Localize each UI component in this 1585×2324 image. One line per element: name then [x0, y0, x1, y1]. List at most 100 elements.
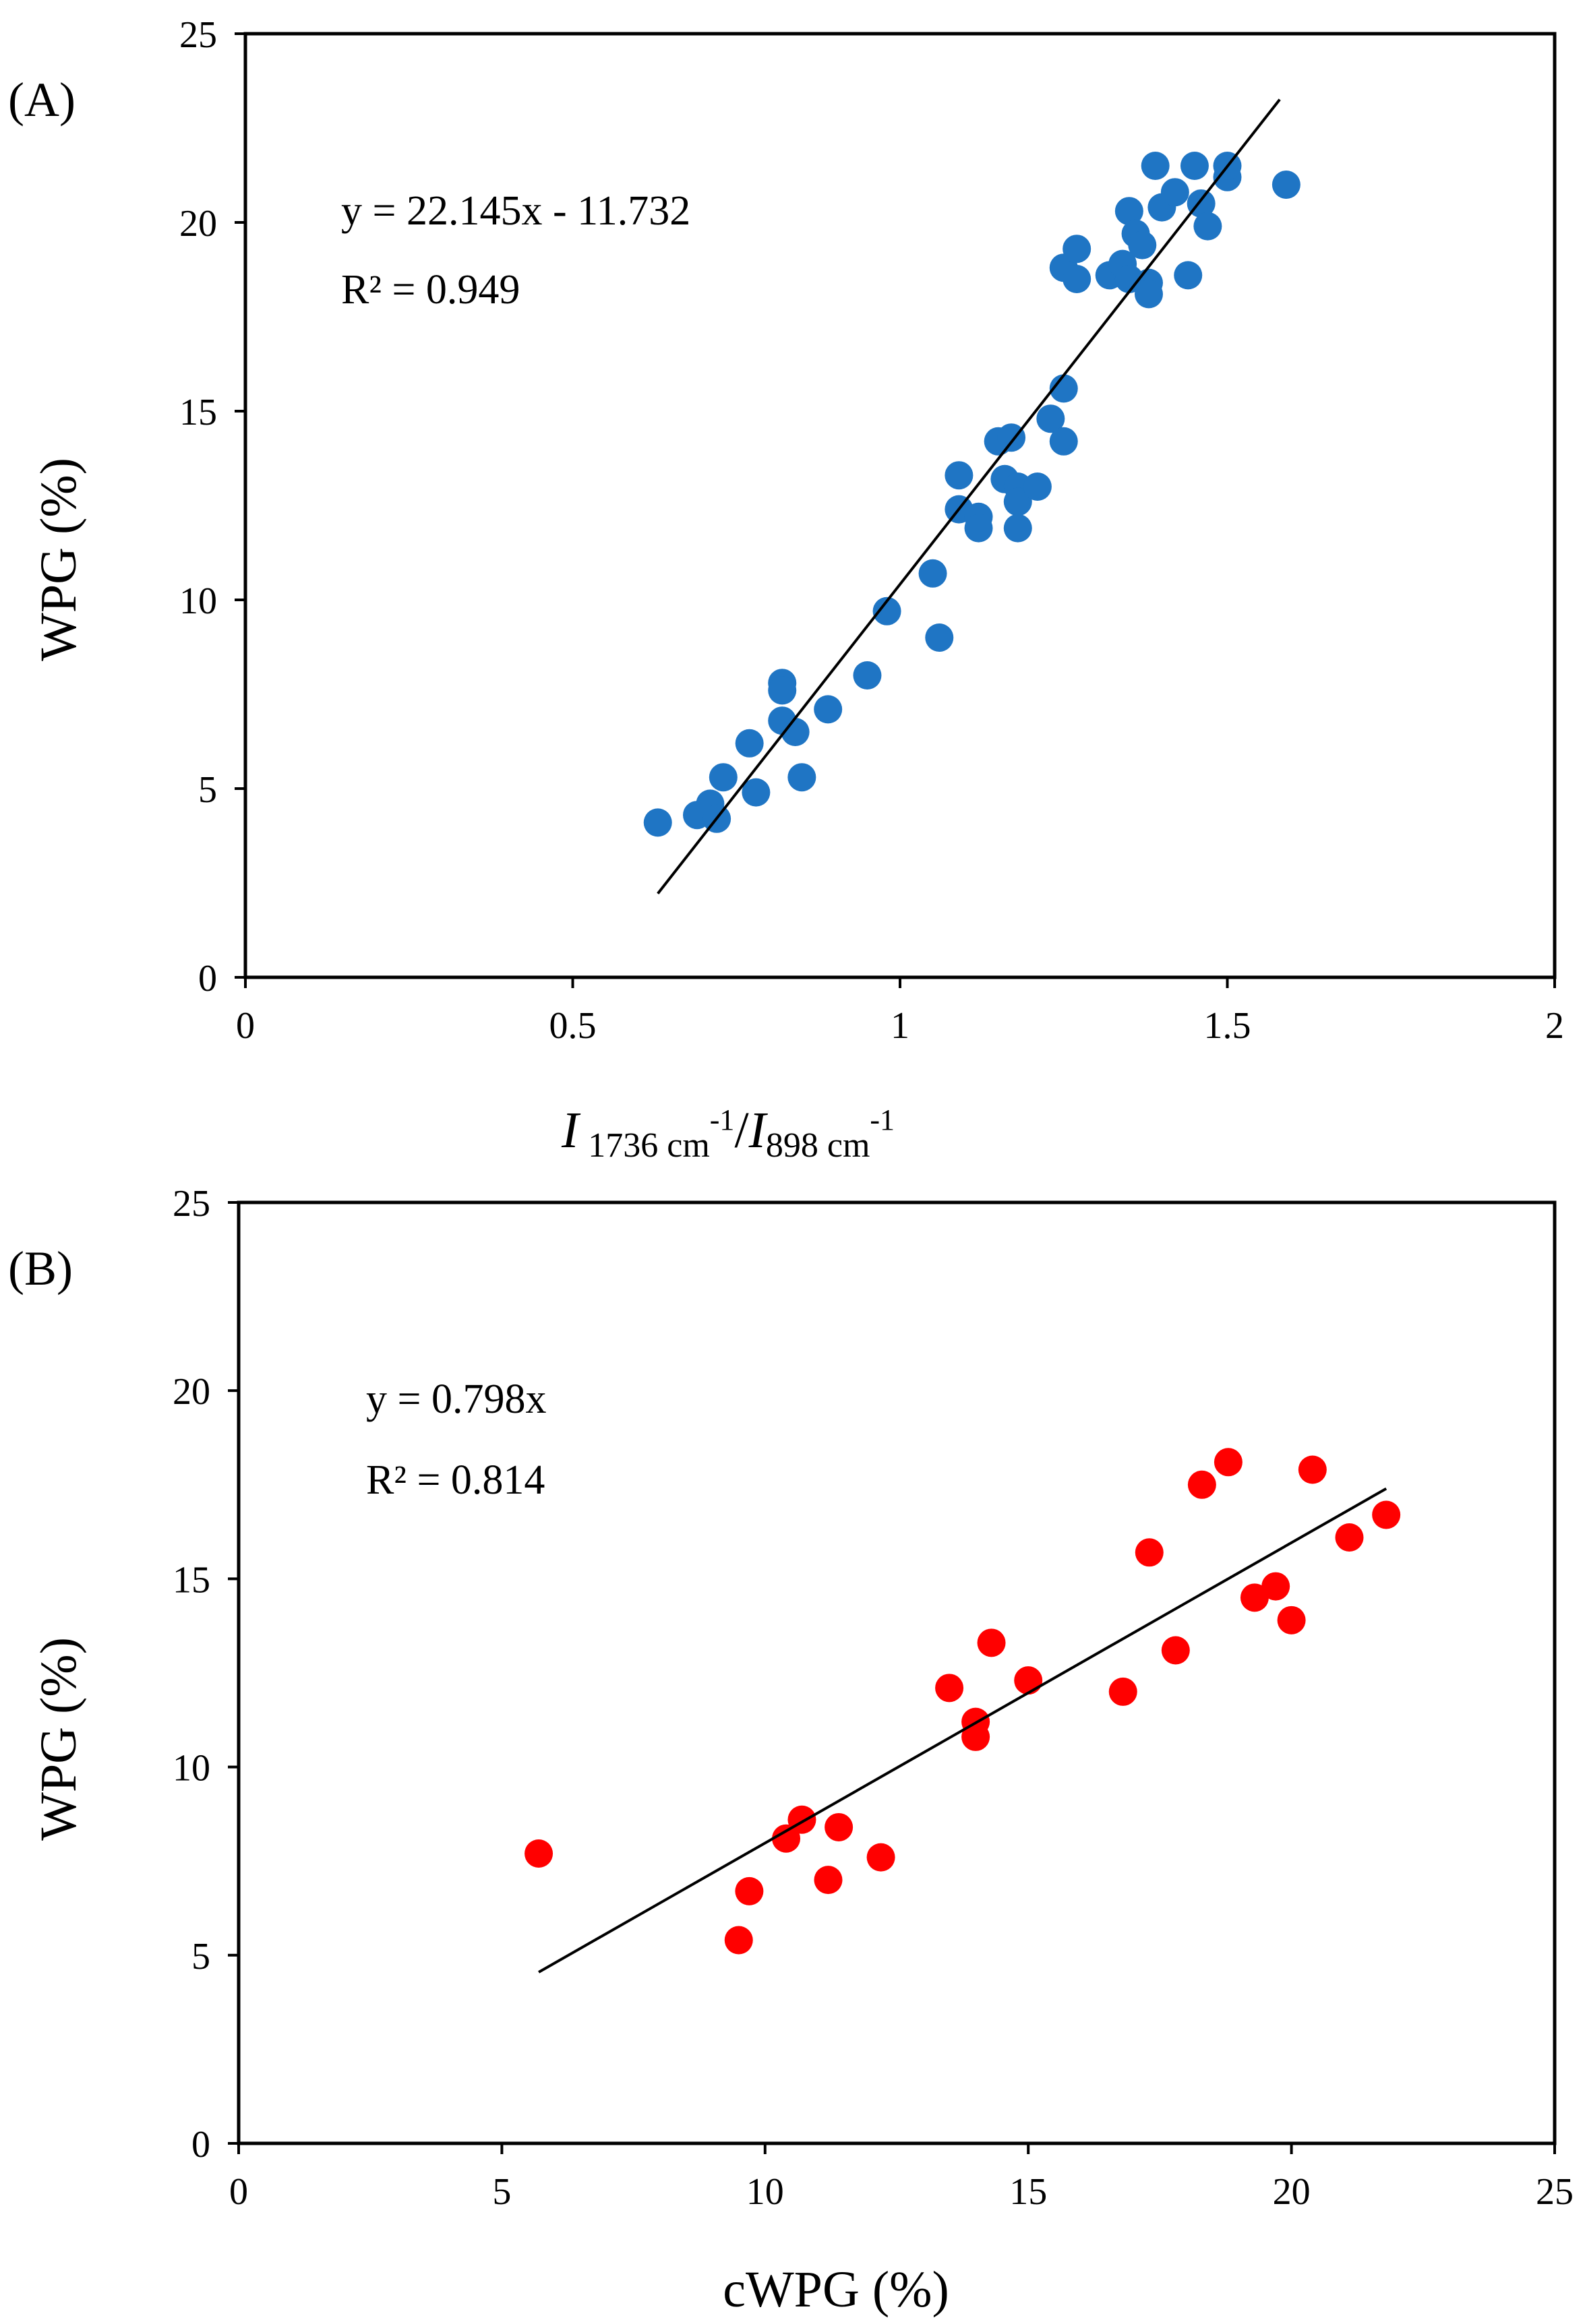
- a-data-point: [1174, 261, 1203, 290]
- b-data-point: [1261, 1572, 1290, 1601]
- b-y-tick-label: 0: [191, 2124, 210, 2166]
- b-data-point: [735, 1876, 764, 1905]
- panel-b-x-axis-label: cWPG (%): [723, 2261, 949, 2318]
- a-data-point: [1049, 374, 1078, 403]
- b-y-tick-label: 10: [173, 1748, 210, 1790]
- a-data-point: [1036, 404, 1065, 433]
- panel-b-plot-area: 0 5 10 15 20 25 0 5 10 15 20 25: [173, 1183, 1574, 2213]
- a-data-point: [997, 423, 1026, 452]
- a-data-point: [1049, 427, 1078, 456]
- b-x-tick-label: 25: [1536, 2171, 1574, 2213]
- a-data-point: [1003, 514, 1032, 543]
- a-data-point: [1193, 212, 1222, 241]
- a-y-tick-label: 15: [179, 392, 217, 433]
- panel-a-equation: y = 22.145x - 11.732: [341, 188, 690, 234]
- b-data-point: [1277, 1606, 1306, 1634]
- a-x-tick-label: 0.5: [549, 1005, 597, 1047]
- a-x-tick-label: 0: [236, 1005, 255, 1047]
- a-data-point: [643, 808, 672, 837]
- panel-b-tick-labels: 0 5 10 15 20 25 0 5 10 15 20 25: [173, 1183, 1574, 2213]
- b-data-point: [1014, 1666, 1043, 1695]
- panel-a-x-label-sup2: -1: [870, 1103, 895, 1136]
- b-data-point: [961, 1722, 990, 1751]
- a-y-tick-label: 0: [198, 958, 217, 1000]
- a-data-point: [1128, 231, 1157, 259]
- panel-a-x-label-i2: I: [748, 1102, 769, 1159]
- b-data-point: [525, 1839, 554, 1868]
- panel-a-x-axis-label: I 1736 cm-1/I898 cm-1: [561, 1102, 895, 1165]
- panel-b-ticks: [228, 1201, 1556, 2154]
- panel-a-trendline: [657, 98, 1281, 894]
- a-data-point: [709, 763, 738, 792]
- a-x-tick-label: 2: [1545, 1005, 1564, 1047]
- b-y-tick-label: 5: [191, 1936, 210, 1978]
- panel-b-trendline: [538, 1487, 1387, 1974]
- b-data-point: [1372, 1500, 1401, 1529]
- a-data-point: [918, 559, 947, 588]
- b-x-tick-label: 10: [746, 2171, 784, 2213]
- panel-a-points: [643, 152, 1300, 837]
- panel-a-x-label-slash: /: [734, 1102, 749, 1159]
- b-data-point: [787, 1805, 816, 1834]
- b-data-point: [935, 1674, 964, 1703]
- a-data-point: [853, 661, 882, 690]
- panel-b-y-axis-label: WPG (%): [30, 1637, 87, 1841]
- a-data-point: [768, 676, 797, 705]
- b-data-point: [1161, 1636, 1190, 1665]
- a-data-point: [1063, 235, 1091, 264]
- panel-a-x-label-sub1: 1736 cm: [588, 1126, 710, 1165]
- a-data-point: [1272, 171, 1300, 199]
- a-data-point: [742, 778, 771, 807]
- panel-a-frame: [243, 32, 1557, 979]
- a-data-point: [1141, 152, 1170, 180]
- b-x-tick-label: 15: [1009, 2171, 1047, 2213]
- a-data-point: [945, 461, 974, 490]
- a-data-point: [787, 763, 816, 792]
- panel-a-r2: R² = 0.949: [341, 267, 520, 313]
- b-data-point: [825, 1812, 854, 1841]
- b-data-point: [1108, 1677, 1137, 1706]
- panel-a-label: (A): [8, 73, 76, 127]
- b-data-point: [1240, 1583, 1269, 1612]
- a-x-tick-label: 1.5: [1204, 1005, 1251, 1047]
- b-data-point: [866, 1843, 895, 1872]
- b-data-point: [1135, 1538, 1164, 1567]
- a-data-point: [1160, 178, 1189, 207]
- b-data-point: [1214, 1448, 1243, 1477]
- panel-b-r2: R² = 0.814: [366, 1457, 545, 1503]
- a-data-point: [1003, 487, 1032, 516]
- b-x-tick-label: 5: [492, 2171, 511, 2213]
- b-y-tick-label: 25: [173, 1183, 210, 1225]
- a-y-tick-label: 10: [179, 580, 217, 622]
- panel-b-equation: y = 0.798x: [366, 1376, 546, 1422]
- a-data-point: [925, 623, 954, 652]
- panel-a-ticks: [235, 32, 1556, 988]
- b-data-point: [814, 1866, 843, 1895]
- a-data-point: [735, 729, 764, 758]
- a-data-point: [814, 695, 843, 724]
- b-data-point: [772, 1824, 801, 1853]
- panel-b-label: (B): [8, 1242, 73, 1295]
- a-data-point: [1063, 265, 1091, 293]
- b-x-tick-label: 0: [229, 2171, 248, 2213]
- a-y-tick-label: 25: [179, 14, 217, 56]
- a-data-point: [1114, 197, 1143, 226]
- b-data-point: [724, 1926, 753, 1955]
- a-y-tick-label: 5: [198, 769, 217, 811]
- b-data-point: [1298, 1455, 1327, 1484]
- panel-a-x-label-sup1: -1: [710, 1103, 735, 1136]
- b-data-point: [1335, 1523, 1364, 1552]
- b-y-tick-label: 15: [173, 1559, 210, 1601]
- a-data-point: [1023, 472, 1052, 501]
- panel-b-points: [525, 1448, 1401, 1955]
- panel-a-y-axis-label: WPG (%): [30, 458, 87, 661]
- b-y-tick-label: 20: [173, 1371, 210, 1413]
- panel-b-frame: [237, 1200, 1557, 2145]
- b-data-point: [1187, 1470, 1216, 1499]
- b-x-tick-label: 20: [1273, 2171, 1311, 2213]
- panel-b: (B) 0 5 10 15 20 25 0 5 10 15 20 25 y = 0.798x R² =…: [8, 1183, 1574, 2318]
